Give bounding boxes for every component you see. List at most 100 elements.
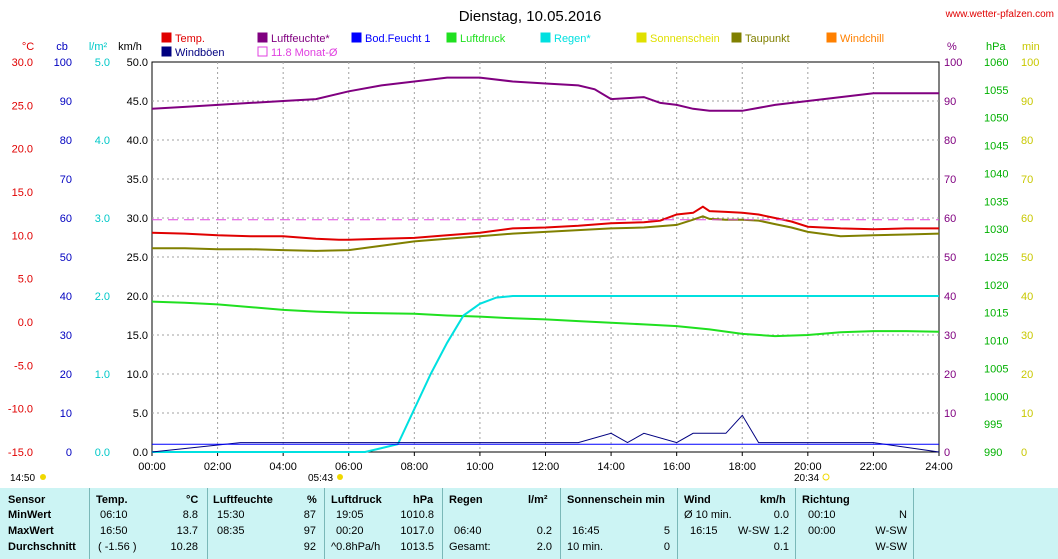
sun-tick-label: 80 — [1021, 135, 1033, 147]
legend-swatch — [540, 32, 551, 43]
x-tick-label: 14:00 — [597, 461, 625, 473]
cb-tick-label: 10 — [60, 408, 72, 420]
sun-max-time: 16:45 — [572, 525, 600, 537]
press-tick-label: 1000 — [984, 391, 1008, 403]
x-tick-label: 24:00 — [925, 461, 953, 473]
hum-title: Luftfeuchte — [213, 494, 273, 506]
wind-max-val: 1.2 — [773, 525, 789, 537]
press-tick-label: 1055 — [984, 85, 1008, 97]
temp-tick-label: 15.0 — [12, 187, 33, 199]
sunset-label: 20:34 — [794, 473, 819, 484]
series-line-regen — [152, 295, 939, 453]
wind-min-val: 0.0 — [773, 509, 789, 521]
wind-tick-label: 25.0 — [127, 252, 148, 264]
cb-tick-label: 40 — [60, 291, 72, 303]
dir-min-val: N — [899, 509, 907, 521]
wind-title: Wind — [684, 494, 711, 506]
press-max-time: 00:20 — [336, 525, 364, 537]
temp-tick-label: -10.0 — [8, 404, 33, 416]
rain-tick-label: 1.0 — [95, 369, 110, 381]
hum-tick-label: 0 — [944, 447, 950, 459]
sun-tick-label: 40 — [1021, 291, 1033, 303]
x-tick-label: 06:00 — [335, 461, 363, 473]
legend-swatch — [161, 32, 172, 43]
hum-max-val: 97 — [303, 525, 316, 537]
wind-tick-label: 40.0 — [127, 135, 148, 147]
sun-avg-val: 0 — [663, 541, 670, 553]
sun-tick-label: 60 — [1021, 213, 1033, 225]
wind-unit: km/h — [760, 494, 786, 506]
legend-swatch — [161, 46, 172, 57]
sun-tick-label: 70 — [1021, 174, 1033, 186]
x-tick-label: 08:00 — [401, 461, 429, 473]
site-link[interactable]: www.wetter-pfalzen.com — [945, 9, 1054, 20]
rain-tick-label: 0.0 — [95, 447, 110, 459]
press-tick-label: 1030 — [984, 224, 1008, 236]
sun-avg-note: 10 min. — [567, 541, 604, 553]
temp-avg-val: 10.28 — [170, 541, 198, 553]
axes: °C 30.0 25.0 20.0 15.0 10.0 5.0 0.0 -5.0 -10.0 -15… — [8, 41, 1040, 484]
press-tick-label: 1020 — [984, 280, 1008, 292]
temp-unit: °C — [186, 494, 199, 506]
cb-tick-label: 30 — [60, 330, 72, 342]
rain-total-val: 2.0 — [536, 541, 552, 553]
sun-tick-label: 100 — [1021, 57, 1039, 69]
series-line-luftdruck — [151, 300, 940, 338]
hum-tick-label: 100 — [944, 57, 962, 69]
rain-axis-unit: l/m² — [89, 41, 108, 53]
cb-tick-label: 90 — [60, 96, 72, 108]
wind-tick-label: 45.0 — [127, 96, 148, 108]
legend-label: Windchill — [840, 33, 884, 45]
legend-label: Luftdruck — [460, 33, 506, 45]
series-line-temp — [151, 205, 939, 241]
rain-tick-label: 3.0 — [95, 213, 110, 225]
summary-table: Sensor Temp. °C Luftfeuchte % Luftdruck … — [0, 488, 1058, 559]
wind-min-label: Ø 10 min. — [684, 509, 732, 521]
series-line-taupunkt — [152, 215, 940, 252]
legend-label: Taupunkt — [745, 33, 790, 45]
hum-unit: % — [307, 494, 317, 506]
cb-tick-label: 0 — [66, 447, 72, 459]
rain-title: Regen — [449, 494, 483, 506]
hum-tick-label: 90 — [944, 96, 956, 108]
press-avg-note: ^0.8hPa/h — [331, 541, 381, 553]
cb-tick-label: 20 — [60, 369, 72, 381]
press-max-val: 1017.0 — [400, 525, 434, 537]
press-axis-unit: hPa — [986, 41, 1006, 53]
temp-tick-label: 5.0 — [18, 274, 33, 286]
hum-tick-label: 70 — [944, 174, 956, 186]
temp-tick-label: 20.0 — [12, 144, 33, 156]
hum-tick-label: 10 — [944, 408, 956, 420]
hum-tick-label: 20 — [944, 369, 956, 381]
temp-avg-note: ( -1.56 ) — [98, 541, 137, 553]
sun-icon — [40, 474, 46, 480]
press-title: Luftdruck — [331, 494, 382, 506]
wind-avg-val: 0.1 — [773, 541, 789, 553]
x-tick-label: 00:00 — [138, 461, 166, 473]
cb-tick-label: 50 — [60, 252, 72, 264]
x-tick-label: 04:00 — [269, 461, 297, 473]
moon-icon — [822, 473, 830, 481]
rain-max-time: 06:40 — [454, 525, 482, 537]
hum-tick-label: 60 — [944, 213, 956, 225]
x-tick-label: 16:00 — [663, 461, 691, 473]
sun-tick-label: 0 — [1021, 447, 1027, 459]
press-tick-label: 990 — [984, 447, 1002, 459]
press-tick-label: 1025 — [984, 252, 1008, 264]
sun-tick-label: 90 — [1021, 96, 1033, 108]
hum-tick-label: 80 — [944, 135, 956, 147]
sun-tick-label: 50 — [1021, 252, 1033, 264]
sun-axis-unit: min — [1022, 41, 1040, 53]
dir-max-time: 00:00 — [808, 525, 836, 537]
press-tick-label: 1035 — [984, 196, 1008, 208]
cb-tick-label: 100 — [54, 57, 72, 69]
press-tick-label: 1050 — [984, 113, 1008, 125]
temp-min-time: 06:10 — [100, 509, 128, 521]
cb-tick-label: 60 — [60, 213, 72, 225]
wind-axis-unit: km/h — [118, 41, 142, 53]
x-tick-label: 22:00 — [860, 461, 888, 473]
hum-max-time: 08:35 — [217, 525, 245, 537]
dir-max-val: W-SW — [875, 525, 907, 537]
x-tick-label: 02:00 — [204, 461, 232, 473]
legend-swatch — [257, 32, 268, 43]
